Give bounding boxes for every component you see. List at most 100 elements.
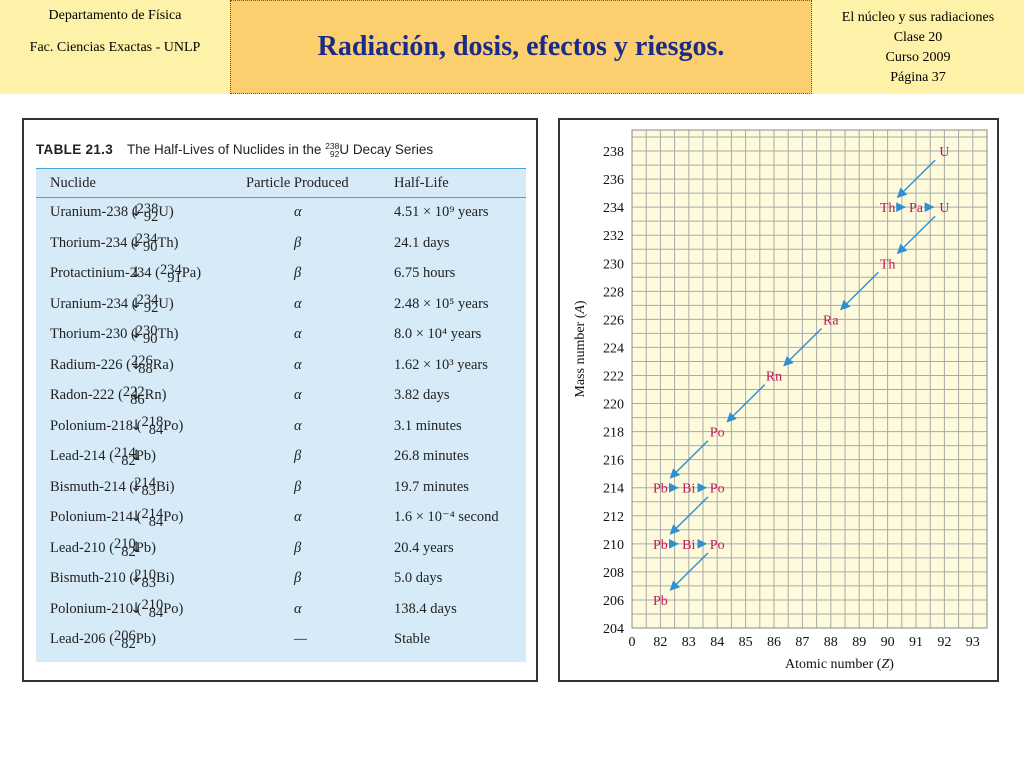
x-tick-label: 90 (881, 635, 895, 650)
particle-cell: α (294, 326, 302, 342)
table-row: Lead-206 (206 82 Pb) — Stable (36, 627, 526, 662)
header-right: El núcleo y sus radiaciones Clase 20 Cur… (812, 0, 1024, 94)
table-row: Protactinium-234 (234 91 Pa) β 6.75 hours ↓ (36, 262, 526, 296)
table-row: Uranium-234 (234 92 U) α 2.48 × 10⁵ years ↓ (36, 292, 526, 327)
y-tick-label: 220 (603, 398, 624, 413)
particle-cell: α (294, 387, 302, 403)
element-symbol: Rn (144, 387, 162, 403)
header-left: Departamento de Física Fac. Ciencias Exa… (0, 0, 230, 94)
half-life-cell: 5.0 days (394, 570, 443, 586)
half-life-cell: 20.4 years (394, 539, 454, 556)
nuclide-point-label: Pa (909, 201, 924, 216)
nuclide-name: Radium-226 (50, 356, 123, 373)
nuclide-cell: Lead-206 (206 82 Pb) (50, 627, 156, 652)
nuclide-cell: Bismuth-210 (210 83 Bi) (50, 566, 175, 591)
table-row: Lead-210 (210 82 Pb) β 20.4 years ↓ (36, 536, 526, 571)
alpha-decay-arrow (726, 384, 766, 423)
element-symbol: Th (157, 326, 174, 342)
course-topic: El núcleo y sus radiaciones (841, 10, 995, 25)
x-tick-label: 86 (767, 635, 781, 650)
x-tick-label: 83 (682, 635, 696, 650)
decay-arrow-icon: ↓ (130, 570, 143, 586)
mass-number: 214 (114, 444, 136, 461)
nuclide-name: Uranium-238 (50, 204, 129, 220)
atomic-number: 82 (121, 452, 136, 469)
nuclide-cell: Polonium-214 (214 84 Po) (50, 505, 184, 530)
x-tick-label: 88 (824, 635, 838, 650)
alpha-decay-arrow (896, 159, 936, 199)
decay-arrow-icon: ↓ (130, 204, 143, 220)
nuclide-numbers: 210 84 (141, 597, 164, 621)
table-row: Radon-222 (222 86 Rn) α 3.82 days ↓ (36, 384, 526, 418)
nuclide-name: Thorium-234 (50, 234, 128, 251)
half-life-cell: 6.75 hours (394, 265, 456, 281)
decay-arrow-icon: ↓ (130, 417, 143, 434)
atomic-number: 84 (148, 422, 164, 439)
mass-number: 218 (141, 414, 164, 431)
decay-series-chart: 204 206 208 210 212 214 216 218 220 222 224 226 228 2… (573, 129, 988, 672)
nuclide-name: Polonium-210 (50, 600, 133, 617)
nuclide-numbers: 214 84 (141, 506, 164, 530)
nuclide-cell: Bismuth-214 (214 83 Bi) (50, 475, 175, 500)
decay-arrow-icon: ↓ (130, 539, 143, 556)
nuclide-numbers: 234 90 (136, 232, 158, 255)
atomic-number: 88 (138, 361, 153, 378)
nuclide-point-label: Po (710, 482, 725, 497)
particle-cell: α (294, 509, 302, 525)
y-tick-label: 204 (603, 622, 624, 637)
nuclide-numbers: 218 84 (141, 414, 164, 439)
nuclide-point-label: Bi (682, 482, 695, 497)
table-row: Polonium-218 (218 84 Po) α 3.1 minutes ↓ (36, 414, 526, 449)
x-tick-label: 89 (852, 635, 866, 650)
half-life-cell: 19.7 minutes (394, 478, 469, 495)
nuclide-numbers: 222 86 (123, 384, 145, 407)
element-symbol: Ra (152, 356, 169, 373)
nuclide-name: Lead-214 (50, 448, 106, 464)
y-tick-label: 226 (603, 313, 624, 328)
nuclide-name: Lead-206 (50, 631, 106, 647)
mass-number: 234 (136, 292, 159, 309)
half-life-cell: Stable (394, 631, 431, 647)
particle-cell: β (294, 234, 302, 251)
element-symbol: Pa (181, 265, 197, 281)
class-number: Clase 20 (893, 30, 943, 45)
mass-number: 210 (141, 597, 164, 614)
nuclide-point-label: U (939, 145, 949, 160)
nuclide-numbers: 226 88 (131, 354, 153, 378)
particle-cell: α (294, 204, 302, 220)
particle-cell: β (294, 539, 302, 556)
half-life-cell: 4.51 × 10⁹ years (394, 204, 489, 220)
particle-cell: α (294, 356, 302, 373)
half-life-cell: 1.62 × 10³ years (394, 356, 488, 373)
mass-number: 230 (135, 322, 158, 339)
table-number: TABLE 21.3 (36, 142, 114, 157)
nuclide-point-label: Bi (682, 538, 695, 553)
nuclide-point-label: Po (710, 538, 725, 553)
mass-number: 206 (114, 627, 136, 644)
atomic-number: 83 (141, 483, 156, 500)
decay-arrow-icon: ↓ (130, 356, 143, 373)
mass-number: 210 (114, 536, 136, 553)
atomic-number: 84 (148, 513, 164, 530)
nuclide-name: Lead-210 (50, 539, 106, 556)
y-axis-label: Mass number (A) (573, 300, 588, 398)
nuclide-numbers: 210 82 (114, 536, 136, 560)
x-tick-label: 0 (629, 635, 636, 650)
half-life-table-panel: TABLE 21.3 The Half-Lives of Nuclides in … (22, 118, 538, 682)
decay-arrow-icon: ↓ (130, 600, 143, 617)
particle-cell: β (294, 478, 302, 495)
element-symbol: Bi (155, 570, 170, 586)
nuclide-name: Polonium-218 (50, 417, 133, 434)
y-tick-label: 230 (603, 257, 624, 272)
table-row: Bismuth-210 (210 83 Bi) β 5.0 days ↓ (36, 566, 526, 601)
nuclide-point-label: Th (880, 201, 896, 216)
x-axis-label: Atomic number (Z) (785, 657, 894, 672)
y-tick-label: 236 (603, 173, 624, 188)
mass-number: 238 (136, 200, 159, 217)
decay-arrow-icon: ↓ (130, 295, 143, 312)
atomic-number: 90 (143, 330, 158, 347)
x-tick-label: 87 (795, 635, 809, 650)
nuclide-name: Polonium-214 (50, 509, 133, 525)
nuclide-name: Thorium-230 (50, 326, 128, 342)
nuclide-name: Bismuth-214 (50, 478, 126, 495)
